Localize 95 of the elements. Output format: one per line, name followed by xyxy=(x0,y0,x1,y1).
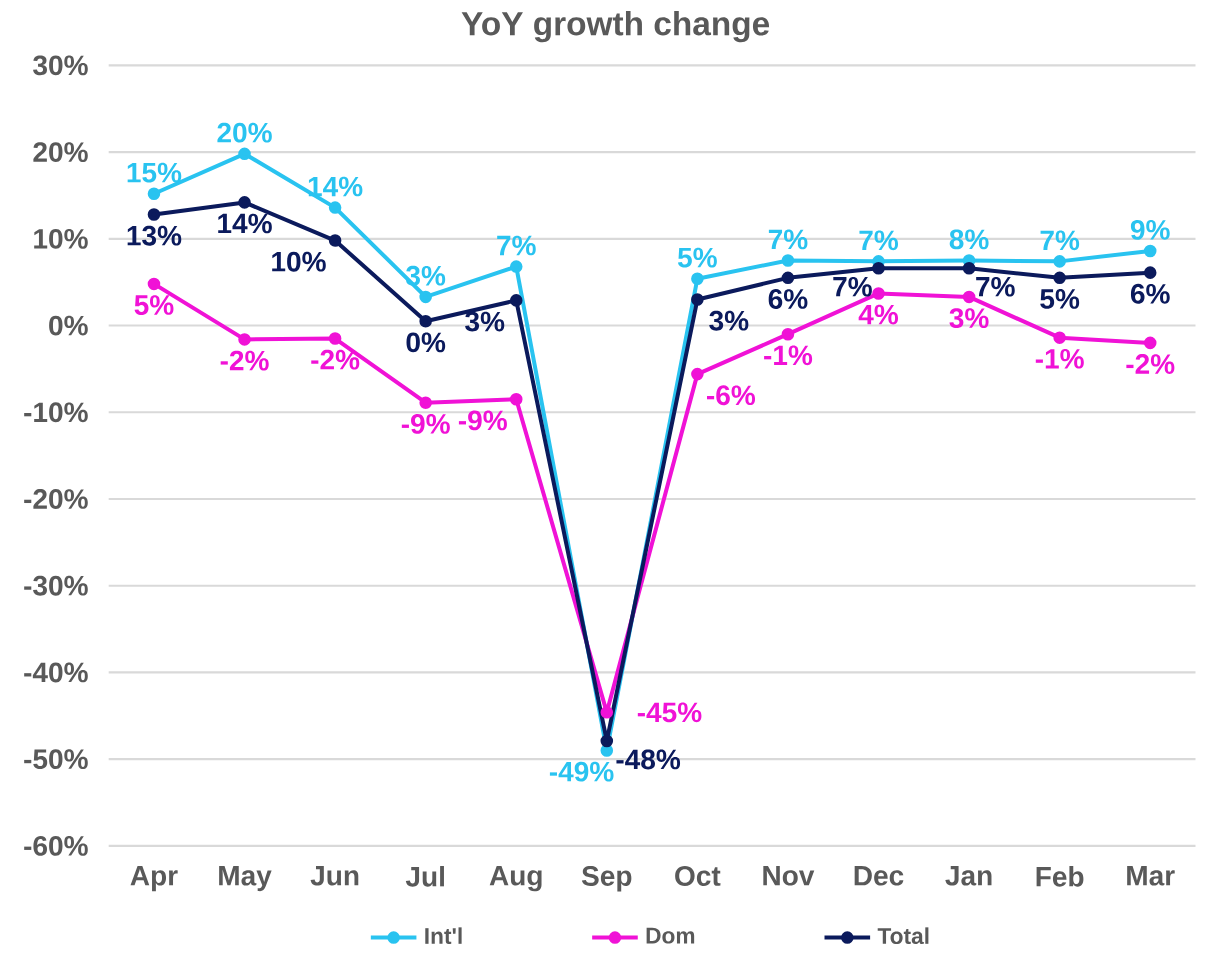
data-label: -45% xyxy=(637,702,702,723)
x-tick-label: Jun xyxy=(310,866,359,886)
data-label: 7% xyxy=(768,229,808,250)
point xyxy=(691,272,704,286)
point xyxy=(1143,336,1157,350)
data-label: 3% xyxy=(709,311,749,331)
data-label: -9% xyxy=(458,410,507,431)
x-tick-label: Nov xyxy=(763,866,815,886)
point xyxy=(1053,271,1066,285)
y-tick-label: -20% xyxy=(24,489,88,510)
data-label: 4% xyxy=(858,304,899,325)
point xyxy=(872,262,885,275)
data-label: -2% xyxy=(1126,354,1175,375)
x-tick-label: Oct xyxy=(675,866,721,887)
data-label: -1% xyxy=(1035,349,1084,369)
data-label: 6% xyxy=(768,289,808,310)
x-tick-label: Aug xyxy=(489,866,542,892)
point xyxy=(509,294,523,307)
point xyxy=(1053,331,1066,345)
y-tick-label: -30% xyxy=(24,576,88,596)
data-label: -2% xyxy=(220,350,269,371)
data-label: 15% xyxy=(127,162,182,183)
point xyxy=(147,208,161,222)
data-label: 14% xyxy=(308,176,363,197)
data-label: 3% xyxy=(465,311,505,332)
point xyxy=(962,262,976,275)
data-label: 7% xyxy=(497,235,536,256)
data-label: 7% xyxy=(976,277,1015,297)
point xyxy=(600,744,614,758)
y-tick-label: -40% xyxy=(24,662,88,683)
data-label: 7% xyxy=(859,230,899,251)
y-tick-label: 0% xyxy=(49,315,88,336)
data-label: 3% xyxy=(949,308,989,329)
point xyxy=(328,234,342,248)
data-label: 8% xyxy=(949,229,989,250)
data-label: 6% xyxy=(1130,284,1170,304)
point xyxy=(1053,255,1066,268)
point xyxy=(1143,244,1157,258)
point xyxy=(600,706,614,719)
legend-label: Total xyxy=(877,927,929,945)
data-label: 10% xyxy=(272,252,326,272)
point xyxy=(238,147,251,161)
y-tick-label: -10% xyxy=(24,402,88,423)
data-label: 5% xyxy=(134,295,174,316)
x-tick-label: Dec xyxy=(854,866,904,886)
point xyxy=(328,332,342,346)
data-label: 9% xyxy=(1130,220,1170,241)
point xyxy=(419,315,432,328)
y-tick-label: -50% xyxy=(24,749,88,770)
x-tick-label: Feb xyxy=(1036,866,1084,887)
point xyxy=(147,277,161,291)
x-tick-label: Jul xyxy=(405,866,444,887)
legend-label: Int'l xyxy=(425,927,462,945)
data-label: 5% xyxy=(677,247,717,268)
point xyxy=(781,328,795,341)
data-label: -48% xyxy=(616,749,681,770)
point xyxy=(781,271,795,285)
point xyxy=(328,201,342,215)
data-label: -49% xyxy=(549,761,614,782)
point xyxy=(419,290,432,304)
point xyxy=(1143,266,1157,280)
y-tick-label: 10% xyxy=(34,229,88,250)
point xyxy=(691,293,704,307)
x-tick-label: Apr xyxy=(130,866,178,892)
data-label: 7% xyxy=(1040,230,1080,251)
point xyxy=(509,260,523,274)
point xyxy=(962,290,976,304)
y-tick-label: 30% xyxy=(33,55,88,76)
point xyxy=(781,254,795,268)
chart-title: YoY growth change xyxy=(461,11,770,43)
legend-label: Dom xyxy=(646,928,695,944)
data-label: 0% xyxy=(406,332,446,353)
x-tick-label: Sep xyxy=(581,866,632,892)
point xyxy=(147,187,161,201)
point xyxy=(600,734,614,748)
data-label: -9% xyxy=(401,414,450,435)
point xyxy=(691,368,704,381)
point xyxy=(419,396,432,410)
x-tick-label: May xyxy=(219,866,272,892)
data-label: 7% xyxy=(833,277,872,297)
data-label: -2% xyxy=(311,350,360,370)
y-tick-label: 20% xyxy=(33,142,88,163)
x-tick-label: Jan xyxy=(945,866,992,886)
data-label: 5% xyxy=(1040,289,1080,310)
x-tick-label: Mar xyxy=(1127,866,1175,886)
data-label: 13% xyxy=(127,226,182,246)
data-label: -1% xyxy=(764,345,813,366)
point xyxy=(872,287,885,300)
data-label: 14% xyxy=(218,213,272,234)
point xyxy=(509,393,523,406)
data-label: 20% xyxy=(217,123,272,143)
point xyxy=(238,333,251,346)
y-tick-label: -60% xyxy=(24,836,88,857)
data-label: -6% xyxy=(707,385,756,406)
point xyxy=(238,196,251,209)
